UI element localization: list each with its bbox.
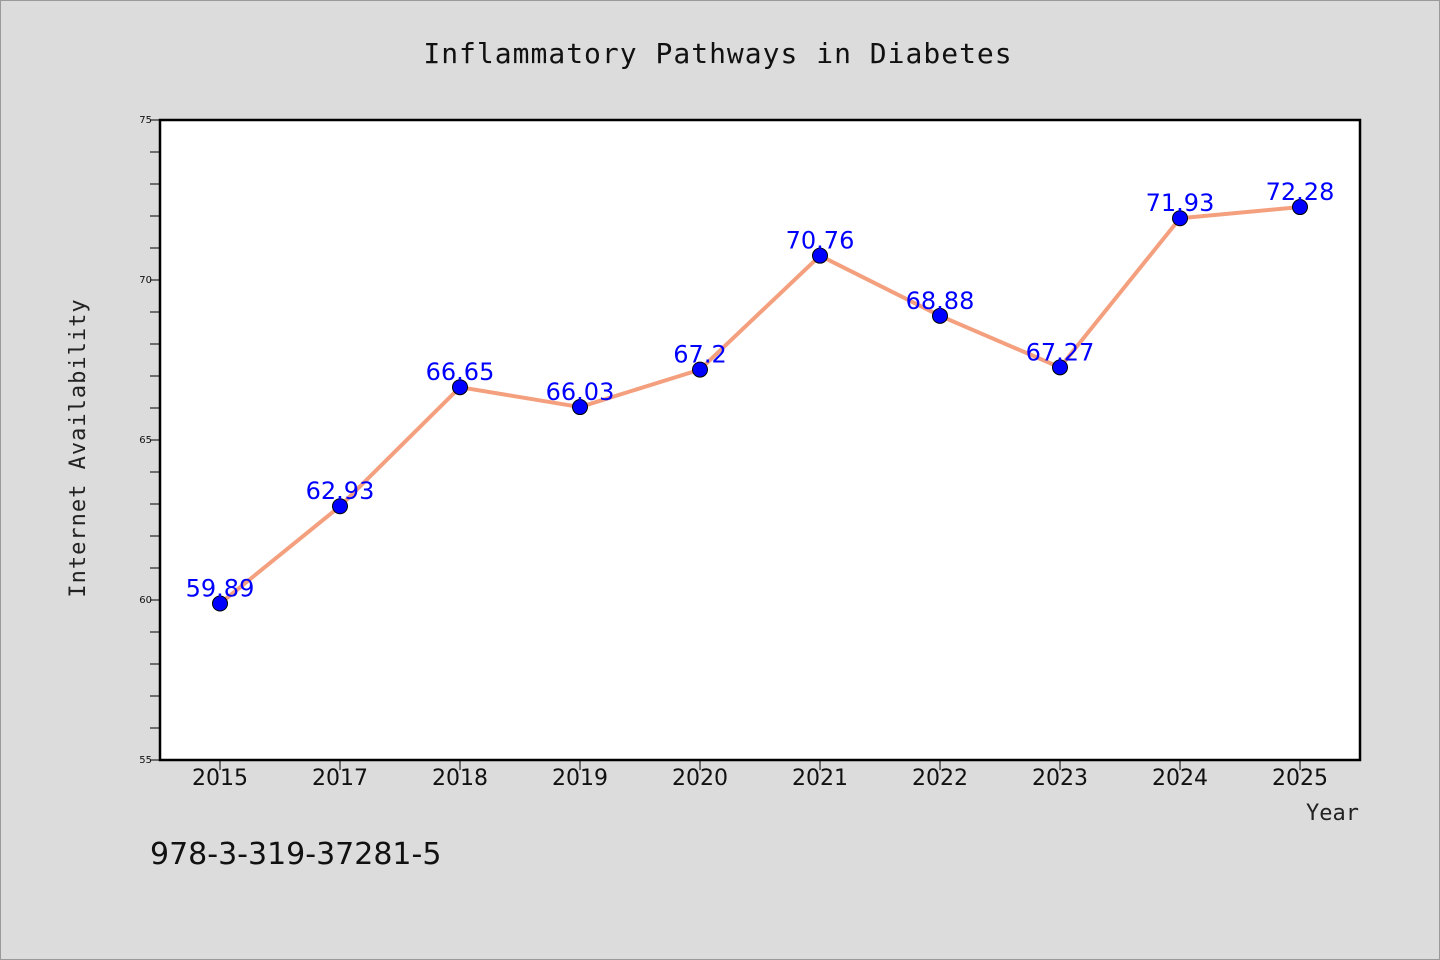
y-axis: 55 60 65 70 75 (139, 115, 160, 766)
x-tick-label: 2017 (312, 766, 368, 791)
y-tick-label: 75 (139, 115, 152, 126)
y-tick-label: 65 (139, 435, 152, 446)
data-label: 67.27 (1026, 338, 1095, 366)
x-tick-label: 2024 (1152, 766, 1208, 791)
data-label: 72.28 (1266, 178, 1335, 206)
x-tick-label: 2019 (552, 766, 608, 791)
x-axis: 2015 2017 2018 2019 2020 2021 2022 2023 2024 2025 (192, 760, 1328, 791)
isbn-annotation: 978-3-319-37281-5 (150, 837, 441, 872)
data-point (932, 307, 948, 324)
data-point (452, 379, 468, 396)
x-tick-label: 2015 (192, 766, 248, 791)
data-label: 67.2 (673, 341, 726, 369)
data-label: 62.93 (306, 477, 375, 505)
data-labels: 59.89 62.93 66.65 66.03 67.2 70.76 68.88 67.27 7… (186, 178, 1335, 602)
data-point (692, 361, 708, 378)
data-point (572, 399, 588, 416)
plot-area (158, 118, 1362, 762)
y-tick-label: 60 (139, 595, 152, 606)
data-label: 71.93 (1146, 189, 1215, 217)
data-label: 70.76 (786, 227, 855, 255)
data-label: 66.03 (546, 378, 615, 406)
x-tick-label: 2022 (912, 766, 968, 791)
x-tick-label: 2025 (1272, 766, 1328, 791)
x-tick-label: 2021 (792, 766, 848, 791)
data-markers (212, 199, 1308, 612)
data-label: 59.89 (186, 575, 255, 603)
data-point (1052, 359, 1068, 376)
y-tick-label: 70 (139, 275, 152, 286)
data-label: 68.88 (906, 287, 975, 315)
data-label: 66.65 (426, 358, 495, 386)
x-axis-label: Year (1306, 801, 1359, 826)
x-tick-label: 2023 (1032, 766, 1088, 791)
x-tick-label: 2020 (672, 766, 728, 791)
data-point (1292, 199, 1308, 216)
series-line (218, 205, 1301, 606)
y-axis-label: Internet Availability (66, 298, 91, 597)
data-point (212, 595, 228, 612)
data-point (812, 247, 828, 264)
data-point (1172, 210, 1188, 227)
chart-title: Inflammatory Pathways in Diabetes (423, 37, 1012, 70)
y-tick-label: 55 (139, 755, 152, 766)
data-point (332, 498, 348, 515)
x-tick-label: 2018 (432, 766, 488, 791)
